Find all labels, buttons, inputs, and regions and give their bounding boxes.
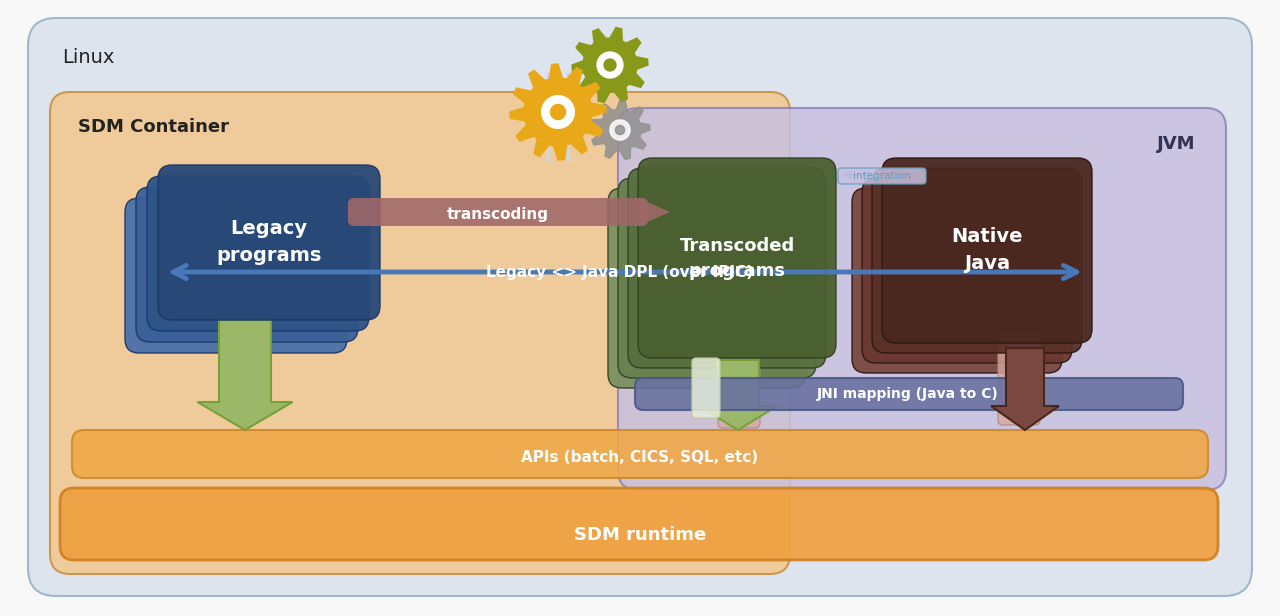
Text: APIs (batch, CICS, SQL, etc): APIs (batch, CICS, SQL, etc) <box>521 450 759 464</box>
Text: JNI mapping (Java to C): JNI mapping (Java to C) <box>817 387 998 401</box>
FancyBboxPatch shape <box>718 348 760 428</box>
Polygon shape <box>590 100 650 160</box>
FancyBboxPatch shape <box>628 168 826 368</box>
FancyBboxPatch shape <box>998 330 1039 425</box>
Text: JVM: JVM <box>1157 135 1196 153</box>
FancyBboxPatch shape <box>50 92 790 574</box>
Text: Transcoded
programs: Transcoded programs <box>680 237 795 280</box>
FancyBboxPatch shape <box>861 178 1073 363</box>
FancyArrow shape <box>197 320 293 430</box>
FancyBboxPatch shape <box>136 187 358 342</box>
FancyBboxPatch shape <box>348 198 648 226</box>
FancyBboxPatch shape <box>147 176 369 331</box>
Polygon shape <box>637 198 669 226</box>
FancyBboxPatch shape <box>72 430 1208 478</box>
Polygon shape <box>616 126 625 135</box>
FancyArrow shape <box>699 360 777 430</box>
Polygon shape <box>509 64 605 160</box>
Polygon shape <box>611 120 630 140</box>
FancyBboxPatch shape <box>60 488 1219 560</box>
FancyBboxPatch shape <box>872 168 1082 353</box>
Polygon shape <box>596 52 623 78</box>
Text: Legacy
programs: Legacy programs <box>216 219 321 265</box>
Text: Native
Java: Native Java <box>951 227 1023 273</box>
FancyBboxPatch shape <box>852 188 1062 373</box>
FancyBboxPatch shape <box>692 358 719 418</box>
FancyBboxPatch shape <box>28 18 1252 596</box>
Polygon shape <box>550 105 566 120</box>
Text: integration: integration <box>854 171 911 181</box>
Polygon shape <box>604 59 616 71</box>
FancyBboxPatch shape <box>838 168 925 184</box>
Text: Linux: Linux <box>61 48 114 67</box>
Polygon shape <box>541 95 575 128</box>
FancyBboxPatch shape <box>125 198 347 353</box>
Polygon shape <box>572 28 648 102</box>
FancyBboxPatch shape <box>618 178 817 378</box>
FancyBboxPatch shape <box>608 188 806 388</box>
FancyBboxPatch shape <box>157 165 380 320</box>
Text: SDM Container: SDM Container <box>78 118 229 136</box>
Text: Legacy <> Java DPL (over IPIC): Legacy <> Java DPL (over IPIC) <box>486 264 754 280</box>
FancyBboxPatch shape <box>882 158 1092 343</box>
FancyBboxPatch shape <box>635 378 1183 410</box>
FancyArrow shape <box>991 348 1059 430</box>
FancyBboxPatch shape <box>637 158 836 358</box>
FancyBboxPatch shape <box>618 108 1226 490</box>
Text: transcoding: transcoding <box>447 206 549 222</box>
Text: SDM runtime: SDM runtime <box>573 526 707 544</box>
